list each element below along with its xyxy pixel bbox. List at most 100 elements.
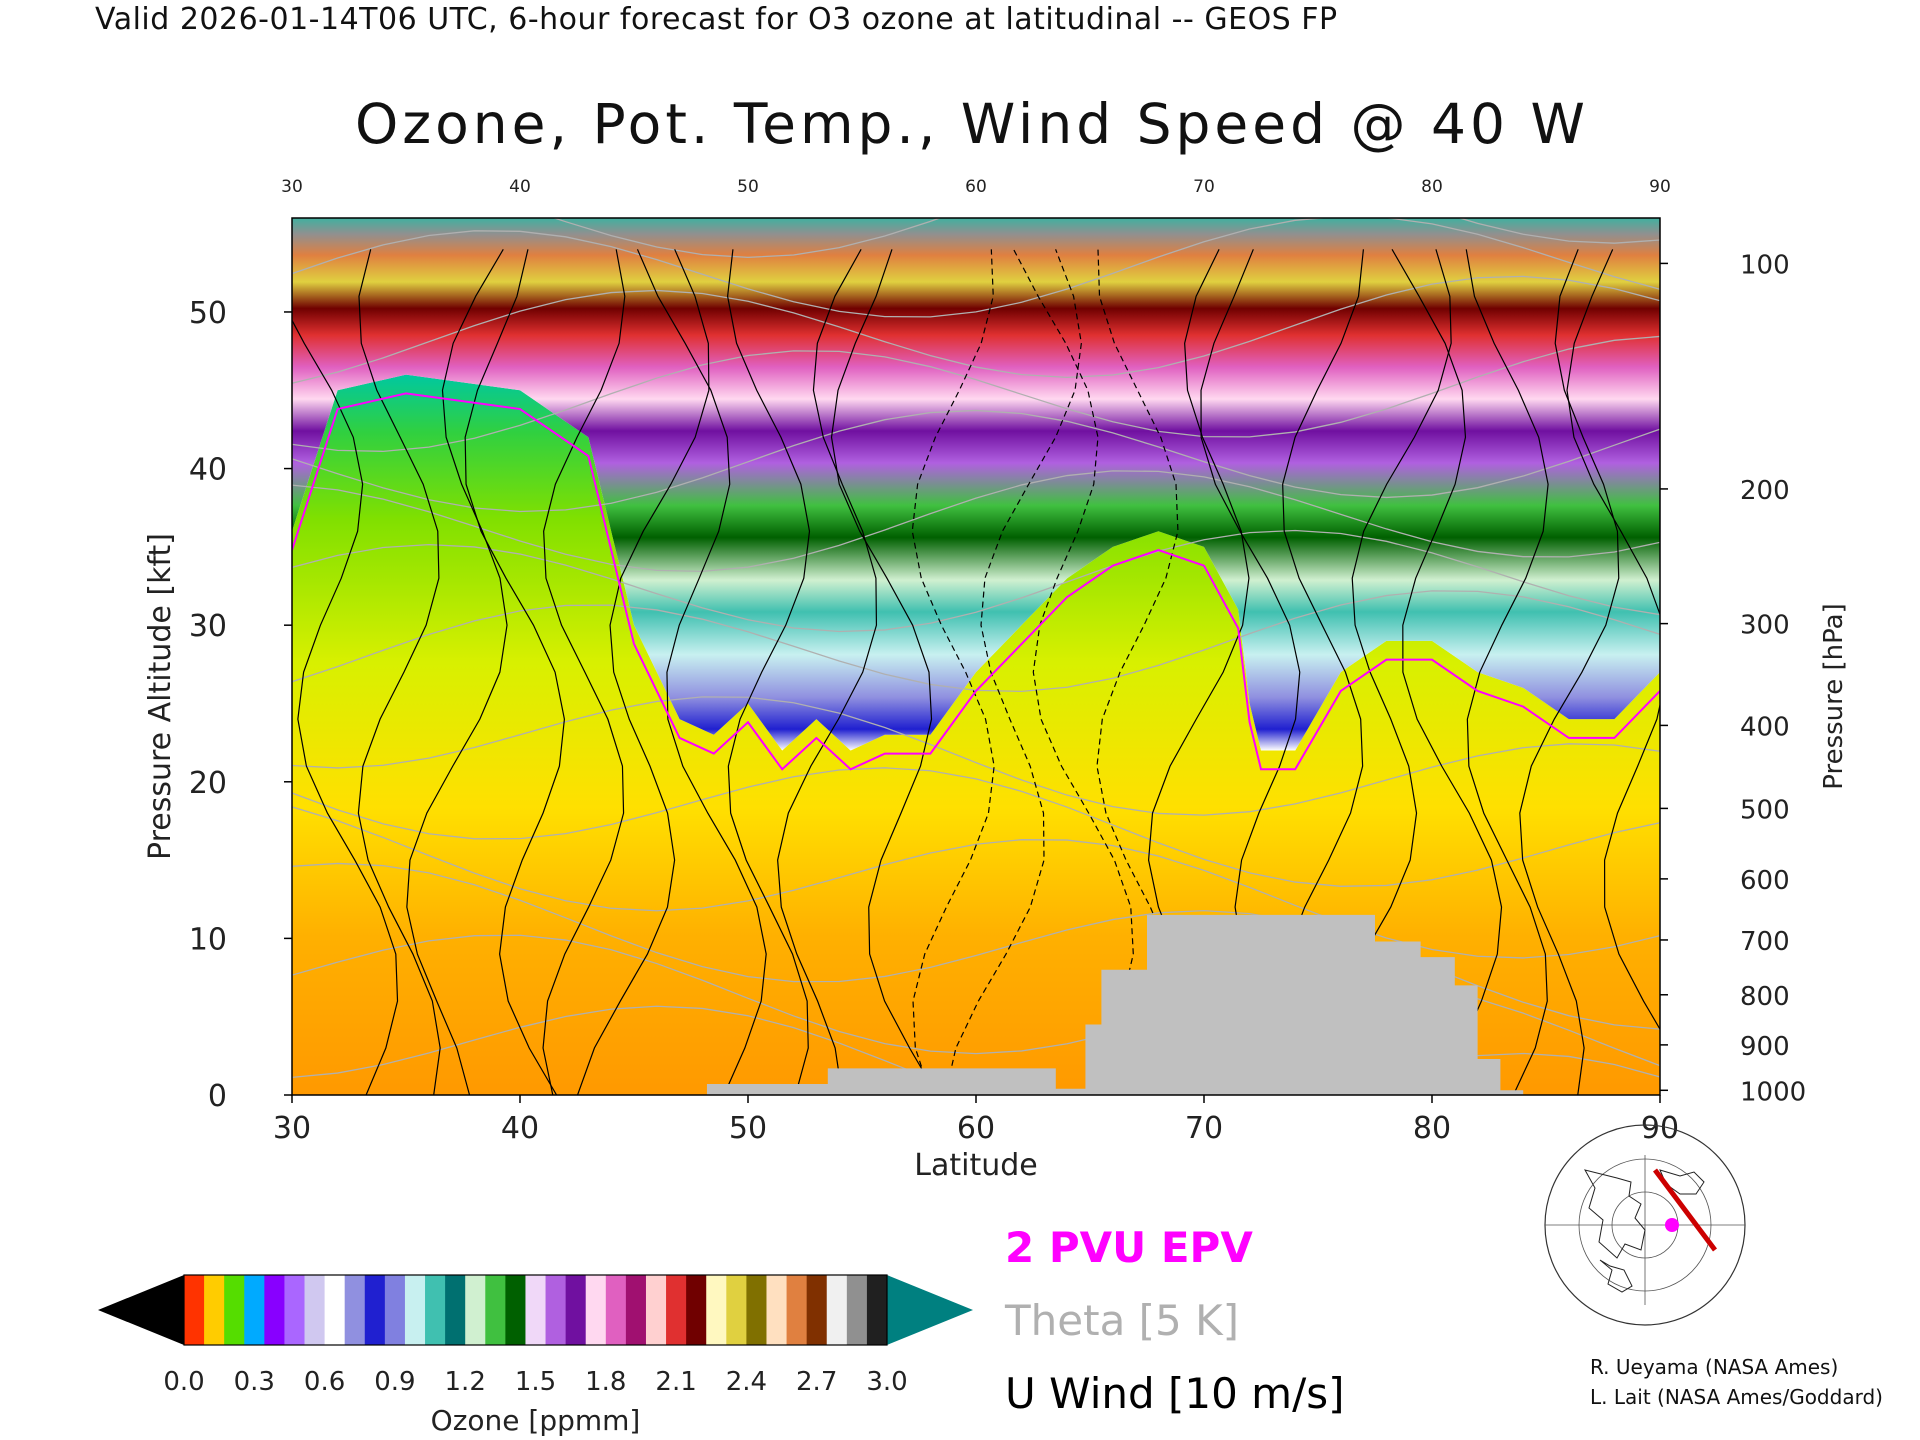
wind-contour (357, 249, 441, 1095)
epv-contour (292, 392, 1660, 771)
colorbar-swatch (826, 1275, 848, 1345)
wind-contour (830, 249, 938, 1095)
colorbar-tick-label: 1.2 (445, 1367, 486, 1397)
colorbar-label: Ozone [ppmm] (431, 1404, 641, 1437)
colorbar-tick-label: 2.1 (655, 1367, 696, 1397)
colorbar-tick-label: 2.7 (796, 1367, 837, 1397)
theta-line (292, 529, 1660, 633)
theta-line (292, 275, 1660, 384)
colorbar-swatch (625, 1275, 647, 1345)
colorbar-swatch (666, 1275, 687, 1345)
colorbar-swatch (344, 1275, 366, 1345)
colorbar-swatch (404, 1275, 426, 1345)
overlay-legend: 2 PVU EPV Theta [5 K] U Wind [10 m/s] (1004, 1223, 1345, 1418)
colorbar-swatch (866, 1275, 888, 1345)
colorbar-swatch (706, 1275, 727, 1345)
y-axis-label: Pressure Altitude [kft] (143, 533, 178, 860)
colorbar-swatch (284, 1275, 306, 1345)
topography (706, 914, 1524, 1095)
colorbar-tick-label: 0.0 (163, 1367, 204, 1397)
colorbar-swatch (746, 1275, 767, 1345)
theta-line (292, 409, 1660, 513)
colorbar-swatch (565, 1275, 587, 1345)
x-top-tick-label: 60 (965, 177, 987, 197)
track-line (1653, 1168, 1717, 1252)
colorbar-swatch (545, 1275, 567, 1345)
credit-line-2: L. Lait (NASA Ames/Goddard) (1590, 1385, 1883, 1409)
pressure-tick-label: 800 (1740, 982, 1790, 1012)
x-top-tick-label: 40 (509, 177, 531, 197)
pressure-tick-label: 500 (1740, 795, 1790, 825)
y-tick-label: 40 (189, 453, 227, 488)
x-top-tick-label: 30 (281, 177, 303, 197)
colorbar-tick-label: 3.0 (866, 1367, 907, 1397)
x-tick-label: 60 (957, 1111, 995, 1146)
wind-contour (464, 249, 566, 1095)
colorbar-swatch (445, 1275, 466, 1345)
colorbar-swatch (184, 1275, 205, 1345)
colorbar-swatch (505, 1275, 526, 1345)
colorbar-swatch (585, 1275, 607, 1345)
wind-contour (1519, 249, 1620, 1095)
pressure-tick-label: 900 (1740, 1032, 1790, 1062)
colorbar-swatch (224, 1275, 245, 1345)
x-top-tick-label: 80 (1421, 177, 1443, 197)
colorbar-tick-label: 0.9 (374, 1367, 415, 1397)
wind-contour (911, 249, 995, 1095)
wind-contour (1391, 249, 1503, 1095)
colorbar-swatch (786, 1275, 808, 1345)
wind-contour (1465, 249, 1549, 1095)
legend-theta: Theta [5 K] (1004, 1296, 1239, 1345)
x-tick-label: 80 (1413, 1111, 1451, 1146)
colorbar-swatch (465, 1275, 486, 1345)
pressure-tick-label: 200 (1740, 476, 1790, 506)
chart-title: Ozone, Pot. Temp., Wind Speed @ 40 W (355, 92, 1589, 156)
credits: R. Ueyama (NASA Ames) L. Lait (NASA Ames/… (1590, 1352, 1883, 1412)
colorbar-swatch (686, 1275, 707, 1345)
wind-contour (777, 249, 878, 1095)
valid-time-line: Valid 2026-01-14T06 UTC, 6-hour forecast… (95, 2, 1338, 37)
pressure-tick-label: 100 (1740, 250, 1790, 280)
legend-epv: 2 PVU EPV (1005, 1223, 1253, 1272)
ozone-field-troposphere (292, 374, 1660, 1095)
wind-contour (944, 249, 1082, 1095)
wind-contour (406, 249, 508, 1095)
theta-line (292, 806, 1660, 959)
colorbar-swatch (766, 1275, 788, 1345)
colorbar-swatch (485, 1275, 506, 1345)
colorbar-swatch (324, 1275, 346, 1345)
wind-contour (542, 249, 626, 1095)
pressure-tick-label: 400 (1740, 712, 1790, 742)
wind-contour (1013, 249, 1134, 1095)
colorbar-swatch (726, 1275, 747, 1345)
colorbar-swatch (425, 1275, 446, 1345)
x-tick-label: 40 (501, 1111, 539, 1146)
location-marker (1665, 1218, 1679, 1232)
y-tick-label: 30 (189, 609, 227, 644)
colorbar-frame (183, 1274, 888, 1346)
theta-line (292, 218, 1660, 318)
wind-contour (292, 319, 399, 1095)
x-tick-label: 30 (273, 1111, 311, 1146)
theta-line (292, 767, 1660, 887)
y-tick-label: 0 (208, 1079, 227, 1114)
colorbar-swatch (264, 1275, 285, 1345)
wind-contour (576, 249, 710, 1095)
colorbar-under-arrow (98, 1275, 184, 1345)
pressure-tick-label: 1000 (1740, 1077, 1806, 1107)
y-tick-label: 20 (189, 766, 227, 801)
x-tick-label: 50 (729, 1111, 767, 1146)
colorbar-swatch (304, 1275, 326, 1345)
credit-line-1: R. Ueyama (NASA Ames) (1590, 1355, 1839, 1379)
y-tick-label: 50 (189, 296, 227, 331)
colorbar-swatch (384, 1275, 406, 1345)
x-top-tick-label: 50 (737, 177, 759, 197)
theta-line (292, 335, 1660, 452)
colorbar-over-arrow (887, 1275, 973, 1345)
x-axis-label: Latitude (914, 1148, 1037, 1183)
colorbar-tick-label: 1.5 (515, 1367, 556, 1397)
colorbar-swatch (244, 1275, 265, 1345)
pressure-tick-label: 600 (1740, 866, 1790, 896)
wind-contour (636, 249, 767, 1095)
colorbar-tick-label: 2.4 (726, 1367, 767, 1397)
